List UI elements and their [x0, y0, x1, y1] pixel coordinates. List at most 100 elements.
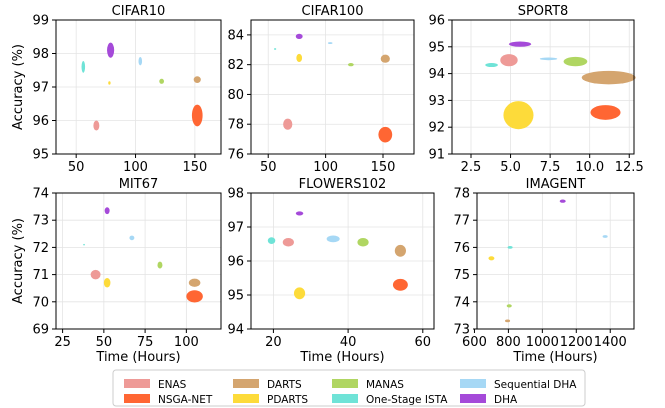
- x-tick-label: 20: [265, 335, 282, 350]
- point-sequential-dha: [129, 235, 135, 241]
- legend-label: DHA: [494, 394, 518, 406]
- panel-mit67: 25 50 75 100 69 70 71 72 73 74 MIT67 Time (Hours) Ac…: [11, 177, 222, 365]
- point-pdarts: [296, 53, 303, 63]
- point-manas: [357, 238, 369, 247]
- point-dha: [107, 42, 115, 58]
- point-manas: [506, 304, 512, 308]
- y-tick-label: 99: [32, 14, 49, 29]
- x-tick-label: 1400: [594, 335, 627, 350]
- panel-title: CIFAR100: [302, 4, 364, 19]
- point-one-stage-ista: [267, 237, 276, 245]
- point-manas: [157, 261, 163, 269]
- y-tick-label: 73: [453, 323, 470, 338]
- y-axis-label: Accuracy (%): [11, 218, 26, 304]
- plot-frame: [451, 19, 635, 155]
- x-tick-label: 50: [68, 160, 85, 175]
- x-tick-label: 100: [313, 160, 338, 175]
- legend-label: Sequential DHA: [494, 379, 577, 391]
- panel-cifar100: 50 100 150 76 78 80 82 84 CIFAR100: [227, 4, 415, 175]
- point-darts: [394, 244, 406, 257]
- plot-frame: [55, 192, 222, 330]
- legend-swatch: [332, 379, 358, 388]
- legend-label: DARTS: [267, 379, 302, 391]
- legend-label: MANAS: [366, 379, 404, 391]
- y-tick-label: 76: [227, 148, 244, 163]
- panel-title: IMAGENT: [526, 177, 586, 192]
- point-darts: [505, 319, 511, 323]
- y-tick-label: 78: [453, 187, 470, 202]
- point-darts: [380, 54, 390, 63]
- x-tick-label: 2.5: [461, 160, 482, 175]
- legend-item-darts: DARTS: [233, 379, 302, 391]
- point-dha: [104, 207, 110, 215]
- legend-swatch: [124, 379, 150, 388]
- y-tick-label: 91: [428, 148, 445, 163]
- panel-flowers102: 20 40 60 94 95 96 97 98 FLOWERS102 Time (Hours): [227, 177, 435, 365]
- legend-label: NSGA-NET: [158, 394, 213, 406]
- x-axis-label: Time (Hours): [299, 350, 384, 365]
- point-dha: [559, 199, 566, 203]
- point-sequential-dha: [602, 235, 608, 238]
- y-tick-label: 94: [227, 323, 244, 338]
- y-tick-label: 95: [428, 40, 445, 55]
- y-tick-label: 72: [32, 241, 49, 256]
- plot-area: [477, 193, 634, 329]
- point-manas: [159, 78, 165, 84]
- x-tick-label: 40: [340, 335, 357, 350]
- point-dha: [295, 33, 303, 39]
- point-one-stage-ista: [273, 48, 277, 50]
- point-enas: [90, 269, 101, 280]
- y-tick-label: 93: [428, 94, 445, 109]
- x-tick-label: 10.0: [575, 160, 604, 175]
- point-enas: [93, 120, 100, 131]
- y-tick-label: 75: [453, 268, 470, 283]
- y-tick-label: 98: [227, 187, 244, 202]
- y-tick-label: 80: [227, 88, 244, 103]
- y-tick-label: 95: [32, 148, 49, 163]
- legend-item-dha: DHA: [460, 394, 518, 406]
- x-tick-label: 12.5: [615, 160, 644, 175]
- y-tick-label: 98: [32, 47, 49, 62]
- x-tick-label: 800: [496, 335, 521, 350]
- point-pdarts: [108, 81, 111, 85]
- legend-label: ENAS: [158, 379, 187, 391]
- x-tick-label: 1200: [560, 335, 593, 350]
- y-tick-label: 77: [453, 214, 470, 229]
- point-one-stage-ista: [485, 63, 498, 68]
- x-tick-label: 100: [123, 160, 148, 175]
- legend-label: PDARTS: [267, 394, 308, 406]
- legend-swatch: [233, 394, 259, 403]
- point-one-stage-ista: [81, 61, 86, 73]
- y-tick-label: 94: [428, 67, 445, 82]
- legend-swatch: [124, 394, 150, 403]
- legend-item-sequential-dha: Sequential DHA: [460, 379, 577, 391]
- plot-frame: [476, 192, 635, 330]
- point-nsga-net: [191, 104, 203, 127]
- point-manas: [347, 63, 354, 67]
- y-tick-label: 74: [32, 187, 49, 202]
- y-tick-label: 69: [32, 323, 49, 338]
- legend-label: One-Stage ISTA: [366, 394, 448, 406]
- x-axis-label: Time (Hours): [512, 350, 597, 365]
- plot-area: [56, 193, 221, 329]
- y-tick-label: 70: [32, 295, 49, 310]
- panel-title: CIFAR10: [112, 4, 166, 19]
- plot-area: [452, 20, 634, 154]
- legend-swatch: [460, 394, 486, 403]
- x-tick-label: 5.0: [500, 160, 521, 175]
- legend-item-nsga-net: NSGA-NET: [124, 394, 213, 406]
- panel-title: SPORT8: [518, 4, 569, 19]
- x-tick-label: 50: [260, 160, 277, 175]
- point-pdarts: [103, 278, 111, 288]
- legend: ENAS NSGA-NET DARTS PDARTS MANAS One-Stage IS…: [112, 369, 586, 407]
- legend-item-manas: MANAS: [332, 379, 404, 391]
- panel-title: MIT67: [119, 177, 159, 192]
- x-tick-label: 75: [137, 335, 154, 350]
- legend-item-enas: ENAS: [124, 379, 187, 391]
- y-tick-label: 97: [32, 81, 49, 96]
- x-tick-label: 600: [462, 335, 487, 350]
- point-one-stage-ista: [507, 246, 513, 249]
- panel-title: FLOWERS102: [299, 177, 387, 192]
- x-tick-label: 7.5: [540, 160, 561, 175]
